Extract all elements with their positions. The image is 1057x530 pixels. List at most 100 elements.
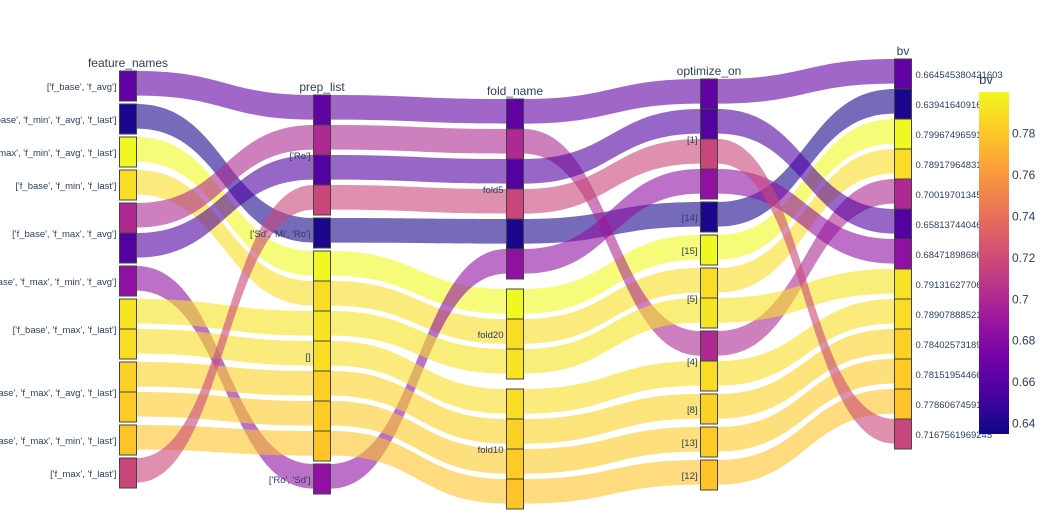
ribbon-record-11-feature-names-to-prep-list[interactable] — [136, 392, 314, 426]
category-label-optimize-on-4[interactable]: [4] — [687, 357, 698, 368]
category-label-prep-list-ro-sd[interactable]: ['Ro', 'Sd'] — [269, 475, 311, 486]
category-segment-feature-names-record-2[interactable] — [119, 103, 137, 135]
ribbon-record-4-prep-list-to-fold-name[interactable] — [330, 281, 507, 344]
ribbon-record-9-feature-names-to-prep-list[interactable] — [136, 329, 314, 366]
category-label-fold-name-fold20[interactable]: fold20 — [478, 330, 504, 341]
category-segment-bv-record-10[interactable] — [894, 328, 912, 360]
ribbon-record-9-fold-name-to-optimize-on[interactable] — [523, 361, 701, 414]
category-segment-optimize-on-record-9[interactable] — [700, 360, 718, 392]
ribbon-record-10-prep-list-to-fold-name[interactable] — [330, 371, 507, 444]
category-segment-feature-names-record-10[interactable] — [119, 361, 137, 393]
category-segment-feature-names-record-9[interactable] — [119, 328, 137, 360]
category-label-bv-0.7840257318955[interactable]: 0.7840257318955 — [916, 340, 993, 351]
category-segment-feature-names-record-13[interactable] — [119, 457, 137, 489]
axis-title-optimize-on[interactable]: optimize_on — [677, 64, 742, 78]
axis-title-fold-name[interactable]: fold_name — [487, 84, 543, 98]
ribbon-record-1-feature-names-to-prep-list[interactable] — [136, 71, 314, 120]
category-segment-optimize-on-record-7[interactable] — [700, 168, 718, 200]
category-segment-feature-names-record-4[interactable] — [119, 169, 137, 201]
category-segment-fold-name-record-2[interactable] — [506, 218, 524, 250]
ribbon-record-1-fold-name-to-optimize-on[interactable] — [523, 79, 701, 124]
ribbon-record-13-feature-names-to-prep-list[interactable] — [136, 185, 314, 483]
category-segment-fold-name-record-7[interactable] — [506, 248, 524, 280]
category-segment-optimize-on-record-10[interactable] — [700, 393, 718, 425]
ribbon-record-3-optimize-on-to-bv[interactable] — [717, 119, 895, 260]
category-segment-fold-name-record-6[interactable] — [506, 158, 524, 190]
category-segment-fold-name-record-1[interactable] — [506, 98, 524, 130]
ribbon-record-13-prep-list-to-fold-name[interactable] — [330, 185, 507, 214]
category-segment-optimize-on-record-3[interactable] — [700, 234, 718, 266]
ribbon-record-12-prep-list-to-fold-name[interactable] — [330, 431, 507, 504]
axis-title-bv[interactable]: bv — [897, 44, 910, 58]
ribbon-record-13-optimize-on-to-bv[interactable] — [717, 139, 895, 444]
category-segment-fold-name-record-3[interactable] — [506, 288, 524, 320]
ribbon-record-1-optimize-on-to-bv[interactable] — [717, 59, 895, 104]
ribbon-record-5-fold-name-to-optimize-on[interactable] — [523, 129, 701, 356]
category-segment-bv-record-12[interactable] — [894, 388, 912, 420]
category-segment-optimize-on-record-4[interactable] — [700, 267, 718, 299]
category-segment-prep-list-record-5[interactable] — [313, 124, 331, 156]
category-segment-prep-list-record-1[interactable] — [313, 94, 331, 126]
ribbon-record-8-feature-names-to-prep-list[interactable] — [136, 299, 314, 336]
category-label-optimize-on-15[interactable]: [15] — [682, 246, 698, 257]
category-label-feature-names-f-base-f-avg[interactable]: ['f_base', 'f_avg'] — [47, 82, 117, 93]
ribbon-record-11-prep-list-to-fold-name[interactable] — [330, 401, 507, 474]
category-label-prep-list-empty[interactable]: [] — [305, 352, 310, 363]
category-segment-feature-names-record-7[interactable] — [119, 265, 137, 297]
category-segment-prep-list-record-3[interactable] — [313, 250, 331, 282]
ribbon-record-11-optimize-on-to-bv[interactable] — [717, 359, 895, 452]
ribbon-record-6-optimize-on-to-bv[interactable] — [717, 109, 895, 234]
category-segment-bv-record-3[interactable] — [894, 118, 912, 150]
category-segment-bv-record-4[interactable] — [894, 148, 912, 180]
category-segment-prep-list-record-8[interactable] — [313, 310, 331, 342]
category-segment-bv-record-7[interactable] — [894, 238, 912, 270]
category-segment-prep-list-record-4[interactable] — [313, 280, 331, 312]
category-segment-feature-names-record-12[interactable] — [119, 424, 137, 456]
category-segment-bv-record-8[interactable] — [894, 268, 912, 300]
category-segment-feature-names-record-1[interactable] — [119, 70, 137, 102]
category-label-bv-0.664545380421603[interactable]: 0.664545380421603 — [916, 70, 1003, 81]
category-segment-bv-record-9[interactable] — [894, 298, 912, 330]
ribbon-record-9-optimize-on-to-bv[interactable] — [717, 299, 895, 386]
category-segment-feature-names-record-6[interactable] — [119, 232, 137, 264]
category-label-bv-0.7891796483134[interactable]: 0.7891796483134 — [916, 160, 993, 171]
category-label-feature-names-f-max-f-min-f-avg-f-last[interactable]: ['f_max', 'f_min', 'f_avg', 'f_last'] — [0, 148, 117, 159]
category-segment-prep-list-record-12[interactable] — [313, 430, 331, 462]
category-segment-bv-record-6[interactable] — [894, 208, 912, 240]
ribbon-record-13-fold-name-to-optimize-on[interactable] — [523, 139, 701, 214]
ribbon-record-5-feature-names-to-prep-list[interactable] — [136, 125, 314, 228]
category-label-prep-list-ro[interactable]: ['Ro'] — [289, 151, 310, 162]
category-segment-fold-name-record-10[interactable] — [506, 418, 524, 450]
ribbon-record-8-prep-list-to-fold-name[interactable] — [330, 311, 507, 374]
category-segment-bv-record-2[interactable] — [894, 88, 912, 120]
category-segment-prep-list-record-13[interactable] — [313, 184, 331, 216]
ribbon-record-5-optimize-on-to-bv[interactable] — [717, 179, 895, 356]
category-label-feature-names-f-base-f-max-f-avg[interactable]: ['f_base', 'f_max', 'f_avg'] — [12, 229, 116, 240]
category-label-bv-0.7786067459131[interactable]: 0.7786067459131 — [916, 400, 993, 411]
category-segment-fold-name-record-11[interactable] — [506, 448, 524, 480]
category-label-feature-names-f-base-f-max-f-last[interactable]: ['f_base', 'f_max', 'f_last'] — [13, 325, 117, 336]
ribbon-record-6-fold-name-to-optimize-on[interactable] — [523, 109, 701, 184]
ribbon-record-9-prep-list-to-fold-name[interactable] — [330, 341, 507, 414]
category-label-bv-0.6394164091657[interactable]: 0.6394164091657 — [916, 100, 993, 111]
ribbon-record-3-fold-name-to-optimize-on[interactable] — [523, 235, 701, 314]
category-label-bv-0.7890788852138[interactable]: 0.7890788852138 — [916, 310, 993, 321]
category-segment-prep-list-record-2[interactable] — [313, 217, 331, 249]
category-label-bv-0.6847189868608[interactable]: 0.6847189868608 — [916, 250, 993, 261]
category-segment-fold-name-record-12[interactable] — [506, 478, 524, 510]
category-segment-feature-names-record-11[interactable] — [119, 391, 137, 423]
category-segment-fold-name-record-8[interactable] — [506, 348, 524, 380]
category-segment-feature-names-record-8[interactable] — [119, 298, 137, 330]
category-segment-optimize-on-record-2[interactable] — [700, 201, 718, 233]
category-segment-bv-record-5[interactable] — [894, 178, 912, 210]
category-label-optimize-on-13[interactable]: [13] — [682, 438, 698, 449]
ribbon-record-3-prep-list-to-fold-name[interactable] — [330, 251, 507, 314]
category-segment-prep-list-record-11[interactable] — [313, 400, 331, 432]
category-segment-bv-record-13[interactable] — [894, 418, 912, 450]
ribbon-record-10-fold-name-to-optimize-on[interactable] — [523, 394, 701, 444]
category-segment-fold-name-record-4[interactable] — [506, 318, 524, 350]
category-label-feature-names-f-base-f-max-f-avg-f-last[interactable]: ['f_base', 'f_max', 'f_avg', 'f_last'] — [0, 388, 117, 399]
category-label-feature-names-f-max-f-last[interactable]: ['f_max', 'f_last'] — [50, 469, 116, 480]
category-segment-fold-name-record-5[interactable] — [506, 128, 524, 160]
category-segment-prep-list-record-9[interactable] — [313, 340, 331, 372]
